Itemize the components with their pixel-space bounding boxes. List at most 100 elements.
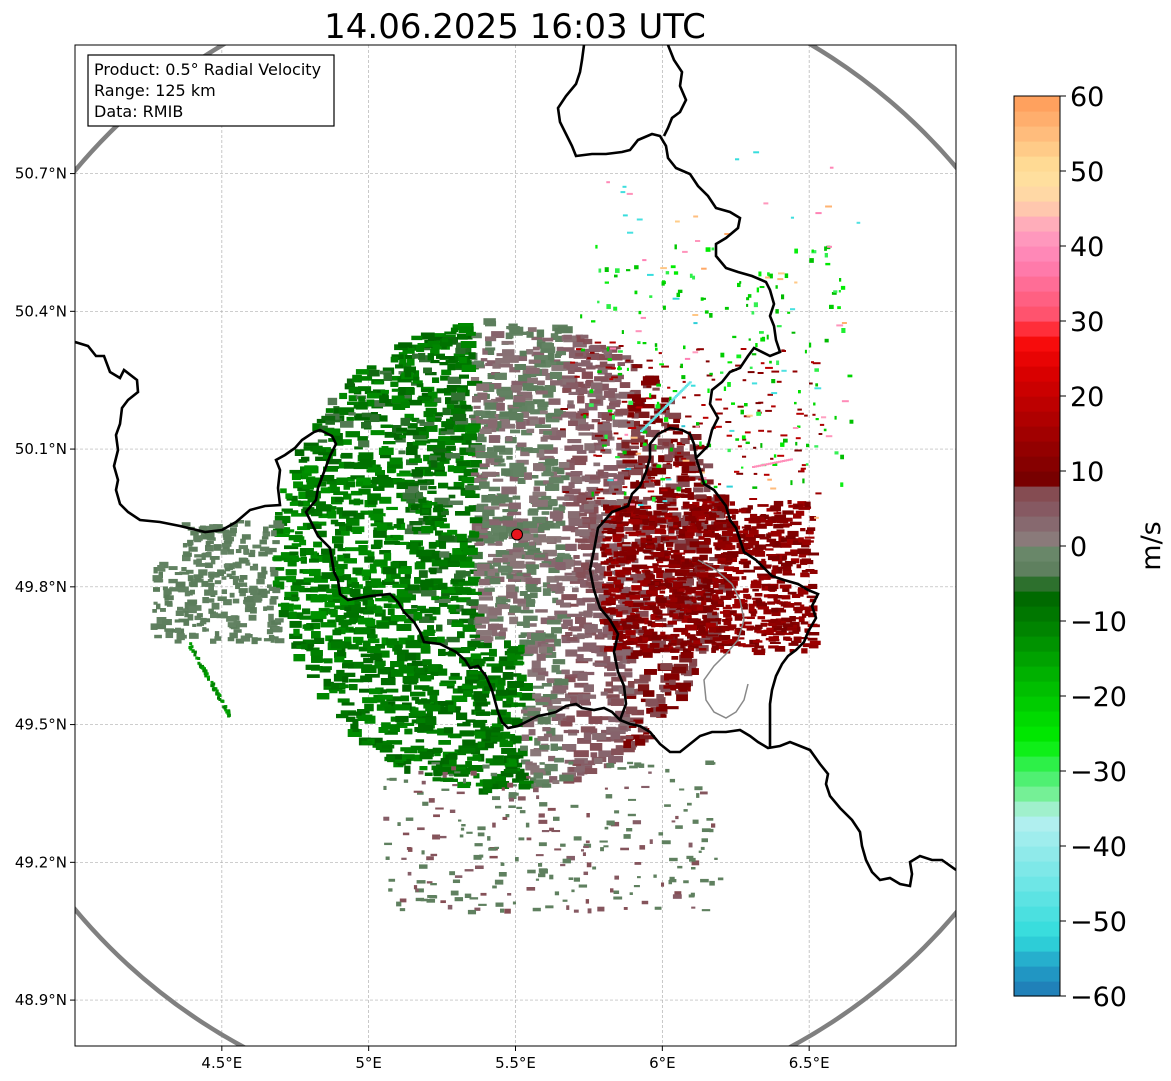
velocity-echo [598,750,614,757]
velocity-echo [551,713,566,721]
velocity-echo [470,605,479,611]
velocity-echo [804,536,815,539]
velocity-echo [518,644,525,652]
velocity-echo [763,609,772,615]
velocity-echo [804,628,811,632]
velocity-echo [440,338,453,347]
velocity-echo [554,610,568,616]
velocity-echo [624,635,631,639]
velocity-echo [367,392,383,399]
velocity-echo [632,501,643,504]
velocity-echo [393,524,401,529]
velocity-echo [727,382,731,387]
velocity-echo [631,740,638,748]
velocity-echo [359,459,372,466]
velocity-echo [648,585,656,591]
velocity-echo [603,589,612,596]
velocity-echo [534,517,546,523]
velocity-echo [568,776,582,783]
velocity-echo [618,391,635,399]
velocity-echo [727,624,737,628]
velocity-echo [659,363,664,366]
velocity-echo [788,642,799,646]
velocity-echo [450,327,459,333]
velocity-echo [272,556,287,561]
velocity-echo [349,617,356,625]
velocity-echo [537,671,549,677]
velocity-echo [772,565,779,572]
velocity-echo [496,684,505,692]
velocity-echo [439,523,450,529]
velocity-echo [486,360,501,365]
velocity-echo [595,244,598,249]
velocity-echo [609,609,616,615]
velocity-echo [659,647,671,652]
velocity-echo [794,607,803,614]
velocity-echo [626,656,637,664]
velocity-echo [625,706,638,715]
velocity-echo [695,521,702,527]
velocity-echo [603,527,613,531]
velocity-echo [642,648,654,653]
velocity-echo [468,452,476,456]
velocity-echo [508,681,525,688]
velocity-echo [418,352,426,360]
velocity-echo [544,763,558,772]
velocity-echo [796,412,804,415]
velocity-echo [369,634,378,639]
velocity-echo [824,253,828,258]
velocity-echo [787,539,793,545]
velocity-echo [402,347,415,354]
velocity-echo [650,394,657,399]
velocity-echo [803,585,811,590]
velocity-echo [455,511,471,516]
velocity-echo [840,454,845,460]
velocity-echo [689,541,700,548]
velocity-echo [435,530,443,536]
velocity-echo [760,514,766,520]
velocity-echo [395,715,409,723]
velocity-echo [334,440,344,446]
velocity-echo [595,514,603,522]
velocity-echo [707,388,710,393]
velocity-echo [521,719,535,728]
velocity-echo [402,676,419,683]
velocity-echo [627,549,637,556]
velocity-echo [477,392,488,400]
velocity-echo [605,552,613,555]
velocity-echo [804,501,811,508]
velocity-echo [367,497,378,505]
velocity-echo [471,653,482,662]
velocity-echo [473,691,489,698]
velocity-echo [729,536,741,543]
velocity-echo [709,372,713,376]
velocity-echo [840,482,844,487]
velocity-echo [580,314,583,319]
velocity-echo [609,399,621,405]
velocity-echo [682,461,690,467]
velocity-echo [631,585,642,591]
velocity-echo [689,465,698,471]
velocity-echo [420,466,431,474]
velocity-echo [627,394,641,399]
velocity-echo [415,492,423,499]
velocity-echo [383,552,392,561]
velocity-echo [618,345,624,347]
velocity-echo [547,352,555,361]
velocity-echo [677,452,682,455]
velocity-echo [570,696,577,704]
velocity-echo [336,713,349,719]
velocity-echo [340,421,354,428]
velocity-echo [660,536,670,541]
velocity-echo [510,560,525,569]
velocity-echo [794,401,797,405]
velocity-echo [789,616,796,622]
velocity-echo [439,600,448,607]
velocity-echo [291,543,302,547]
velocity-echo [562,388,572,393]
velocity-echo [293,654,306,662]
velocity-echo [315,556,326,562]
velocity-echo [727,551,739,557]
velocity-echo [704,530,712,534]
velocity-echo [742,625,755,629]
